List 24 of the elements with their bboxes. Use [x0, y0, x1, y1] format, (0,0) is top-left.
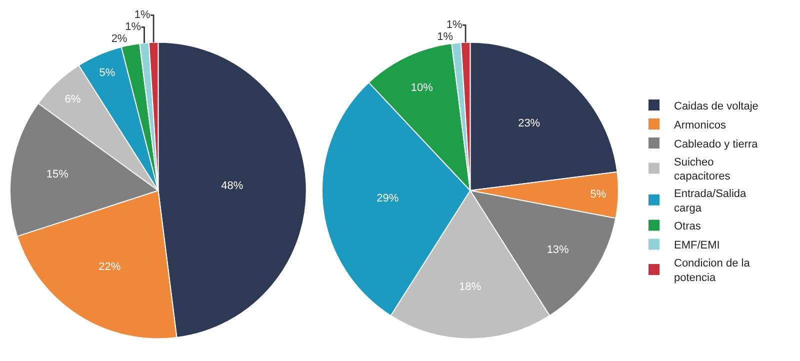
data-label: 48%	[221, 180, 244, 192]
data-label: 1%	[446, 19, 463, 32]
legend-label: Armonicos	[674, 119, 726, 132]
data-label: 5%	[99, 66, 116, 79]
data-label: 2%	[111, 33, 128, 46]
legend-label: Otras	[674, 220, 702, 232]
legend-label: EMF/EMI	[674, 239, 720, 252]
data-label: 23%	[518, 118, 540, 130]
data-label: 22%	[98, 260, 121, 273]
legend-label: Caidas de voltaje	[674, 100, 758, 112]
data-label: 15%	[46, 168, 69, 181]
data-label: 10%	[410, 82, 434, 94]
data-label: 6%	[64, 94, 81, 106]
data-label: 1%	[134, 9, 151, 22]
legend-label: Suicheo capacitores	[674, 156, 731, 183]
data-label: 5%	[590, 188, 606, 201]
data-label: 1%	[125, 21, 142, 34]
data-label: 1%	[437, 31, 454, 44]
legend-label: Cableado y tierra	[674, 138, 759, 150]
data-label: 13%	[546, 244, 570, 256]
data-label: 18%	[459, 280, 482, 293]
data-label: 29%	[376, 192, 399, 204]
legend-label: Entrada/Salida carga	[674, 188, 748, 214]
legend-label: Condicion de la potencia	[674, 258, 751, 284]
